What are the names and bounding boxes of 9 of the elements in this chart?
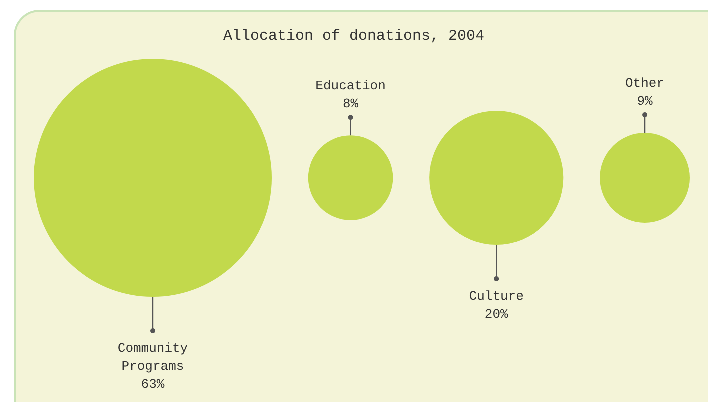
- text: Allocation of donations, 2004: [222, 28, 486, 45]
- data-label: 20%: [484, 307, 509, 322]
- category-label: Community Programs: [118, 341, 188, 374]
- data-label: 63%: [141, 377, 165, 392]
- category-label: Culture: [469, 289, 524, 304]
- data-label: 9%: [637, 94, 654, 110]
- category-label: Other: [626, 76, 665, 92]
- category-label: Education: [316, 78, 386, 94]
- data-label: 8%: [342, 96, 359, 112]
